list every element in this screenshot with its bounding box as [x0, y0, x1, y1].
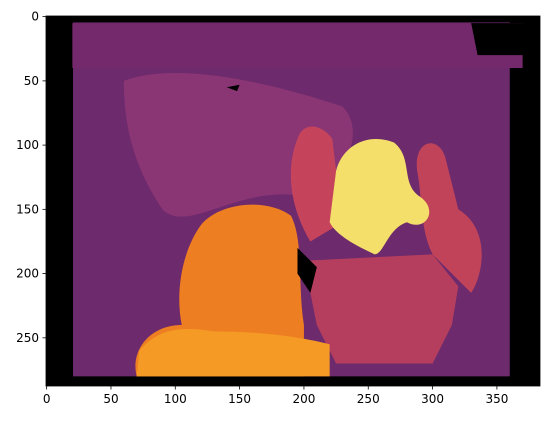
x-tick-label: 0: [43, 392, 51, 406]
y-tick-label: 200: [16, 267, 39, 281]
depth-image: [46, 16, 540, 386]
y-tick-label: 100: [16, 138, 39, 152]
y-tick-label: 250: [16, 331, 39, 345]
x-tick-label: 50: [103, 392, 118, 406]
x-tick-label: 250: [357, 392, 380, 406]
x-tick-label: 350: [485, 392, 508, 406]
x-tick-label: 150: [228, 392, 251, 406]
x-tick-label: 200: [292, 392, 315, 406]
y-tick-label: 150: [16, 202, 39, 216]
y-tick-label: 0: [31, 10, 39, 24]
y-tick-label: 50: [24, 74, 39, 88]
x-tick-label: 100: [164, 392, 187, 406]
axes-frame: [45, 15, 541, 387]
x-tick-label: 300: [421, 392, 444, 406]
